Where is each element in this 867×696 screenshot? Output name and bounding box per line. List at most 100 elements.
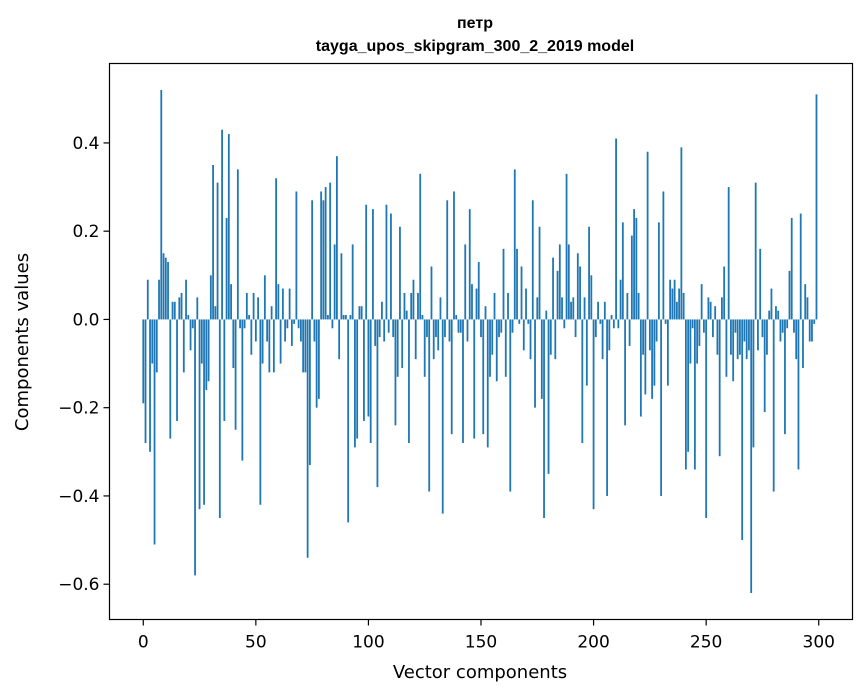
bar bbox=[390, 213, 392, 320]
bar bbox=[367, 319, 370, 417]
bar bbox=[396, 319, 399, 377]
bar bbox=[281, 288, 284, 320]
bar bbox=[450, 319, 453, 435]
bar bbox=[191, 319, 194, 329]
bar bbox=[639, 319, 642, 417]
bar bbox=[151, 319, 154, 364]
bar bbox=[718, 319, 721, 457]
bar bbox=[788, 270, 791, 320]
bar bbox=[299, 319, 302, 342]
bar bbox=[682, 292, 685, 320]
bar bbox=[198, 319, 201, 510]
bar bbox=[205, 319, 208, 391]
bar bbox=[419, 173, 422, 320]
bar bbox=[486, 319, 489, 448]
bar bbox=[378, 319, 381, 338]
bar bbox=[655, 319, 658, 342]
chart-title-line1: петр bbox=[457, 15, 493, 32]
bar bbox=[149, 319, 151, 452]
bar bbox=[459, 319, 462, 333]
bar bbox=[601, 319, 604, 360]
bar bbox=[712, 319, 714, 338]
bar bbox=[320, 191, 323, 320]
bar bbox=[804, 284, 807, 320]
bar bbox=[430, 266, 433, 320]
bar bbox=[522, 319, 525, 351]
bar bbox=[644, 319, 647, 395]
bar bbox=[477, 262, 480, 320]
bar bbox=[327, 315, 329, 320]
bar bbox=[403, 292, 406, 320]
bar bbox=[637, 292, 640, 320]
bar bbox=[516, 248, 518, 320]
bar bbox=[457, 319, 460, 333]
bar bbox=[295, 191, 298, 320]
x-tick-label: 300 bbox=[803, 633, 835, 653]
bar bbox=[581, 319, 584, 443]
x-tick-label: 150 bbox=[465, 633, 497, 653]
bar bbox=[772, 319, 775, 492]
bar bbox=[763, 319, 766, 413]
bar bbox=[439, 297, 442, 320]
bar bbox=[464, 244, 467, 320]
bar bbox=[594, 319, 597, 338]
bar bbox=[272, 319, 275, 373]
bar bbox=[741, 319, 744, 541]
bar bbox=[383, 319, 386, 342]
bar bbox=[358, 306, 361, 320]
bar bbox=[468, 209, 471, 320]
bar bbox=[243, 319, 246, 329]
bar bbox=[259, 319, 262, 505]
bar bbox=[277, 284, 280, 320]
bar bbox=[311, 200, 314, 320]
bar bbox=[714, 306, 717, 320]
bar bbox=[212, 164, 214, 320]
bar bbox=[536, 297, 539, 320]
bar bbox=[189, 319, 192, 351]
bar bbox=[608, 319, 611, 351]
bar bbox=[619, 279, 622, 320]
bar bbox=[180, 292, 183, 320]
bar bbox=[684, 319, 687, 470]
bar bbox=[590, 275, 593, 320]
bar bbox=[288, 288, 291, 320]
bar bbox=[302, 319, 305, 373]
bar bbox=[534, 319, 536, 408]
bar bbox=[693, 319, 696, 470]
bar bbox=[336, 156, 338, 320]
bar bbox=[716, 319, 719, 355]
bar bbox=[721, 297, 723, 320]
bar bbox=[144, 319, 147, 443]
bar bbox=[360, 306, 363, 320]
bar bbox=[164, 257, 167, 320]
bar bbox=[540, 319, 543, 399]
bar bbox=[504, 319, 507, 377]
bar bbox=[146, 279, 149, 320]
bar bbox=[268, 319, 271, 373]
bar bbox=[768, 310, 771, 320]
bar bbox=[579, 266, 581, 320]
x-tick-label: 100 bbox=[352, 633, 384, 653]
bar bbox=[432, 319, 435, 360]
bar bbox=[227, 134, 230, 320]
bar bbox=[200, 319, 203, 364]
bar bbox=[795, 319, 798, 360]
bar bbox=[308, 319, 311, 466]
bar bbox=[793, 319, 795, 333]
bar bbox=[394, 319, 397, 426]
bar bbox=[158, 279, 160, 320]
x-tick-label: 200 bbox=[577, 633, 609, 653]
bar bbox=[748, 319, 750, 351]
bar bbox=[572, 297, 575, 320]
bar bbox=[173, 301, 176, 320]
bar bbox=[626, 292, 629, 320]
bar bbox=[554, 319, 557, 360]
bar bbox=[806, 297, 809, 320]
bar bbox=[414, 319, 417, 360]
bar bbox=[324, 187, 327, 320]
bar bbox=[576, 253, 579, 320]
bar bbox=[635, 217, 638, 320]
bar bbox=[333, 244, 336, 320]
bar bbox=[633, 209, 635, 320]
chart-title-line2: tayga_upos_skipgram_300_2_2019 model bbox=[316, 38, 634, 55]
